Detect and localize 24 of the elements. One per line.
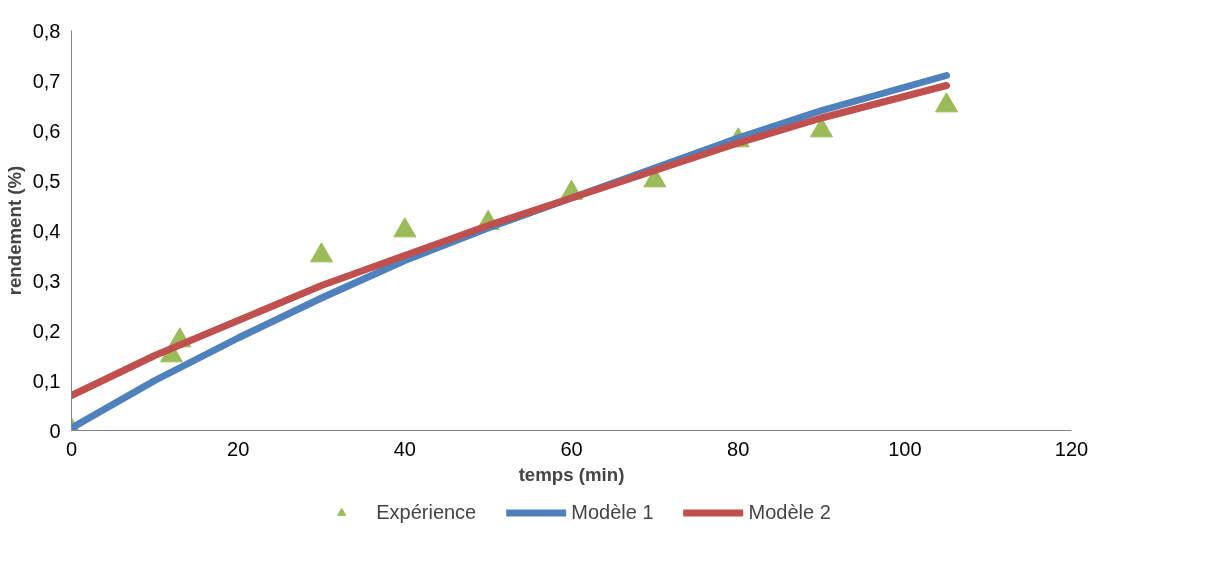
legend-label: Modèle 2 bbox=[748, 500, 831, 524]
x-axis-title: temps (min) bbox=[518, 463, 625, 485]
legend-label: Modèle 1 bbox=[571, 500, 654, 524]
point bbox=[935, 92, 958, 113]
y-tick-label: 0,4 bbox=[32, 219, 61, 242]
x-tick-label: 20 bbox=[227, 437, 250, 460]
y-axis-title: rendement (%) bbox=[3, 165, 25, 296]
x-tick-label: 120 bbox=[1054, 437, 1089, 460]
x-tick-label: 40 bbox=[393, 437, 416, 460]
y-tick-label: 0,6 bbox=[32, 119, 61, 142]
y-tick-label: 0,8 bbox=[32, 19, 61, 42]
x-tick-label: 100 bbox=[888, 437, 922, 460]
point bbox=[310, 242, 333, 263]
x-tick-label: 0 bbox=[65, 437, 78, 460]
legend-label: Expérience bbox=[376, 500, 477, 524]
y-tick-label: 0 bbox=[49, 419, 61, 442]
y-tick-label: 0,3 bbox=[32, 269, 61, 292]
y-tick-label: 0,1 bbox=[32, 369, 61, 392]
y-tick-label: 0,5 bbox=[32, 169, 61, 192]
point bbox=[393, 217, 417, 238]
x-tick-label: 60 bbox=[560, 437, 583, 460]
x-tick-label: 80 bbox=[727, 437, 750, 460]
y-tick-label: 0,2 bbox=[32, 319, 61, 342]
y-tick-label: 0,7 bbox=[32, 69, 61, 92]
